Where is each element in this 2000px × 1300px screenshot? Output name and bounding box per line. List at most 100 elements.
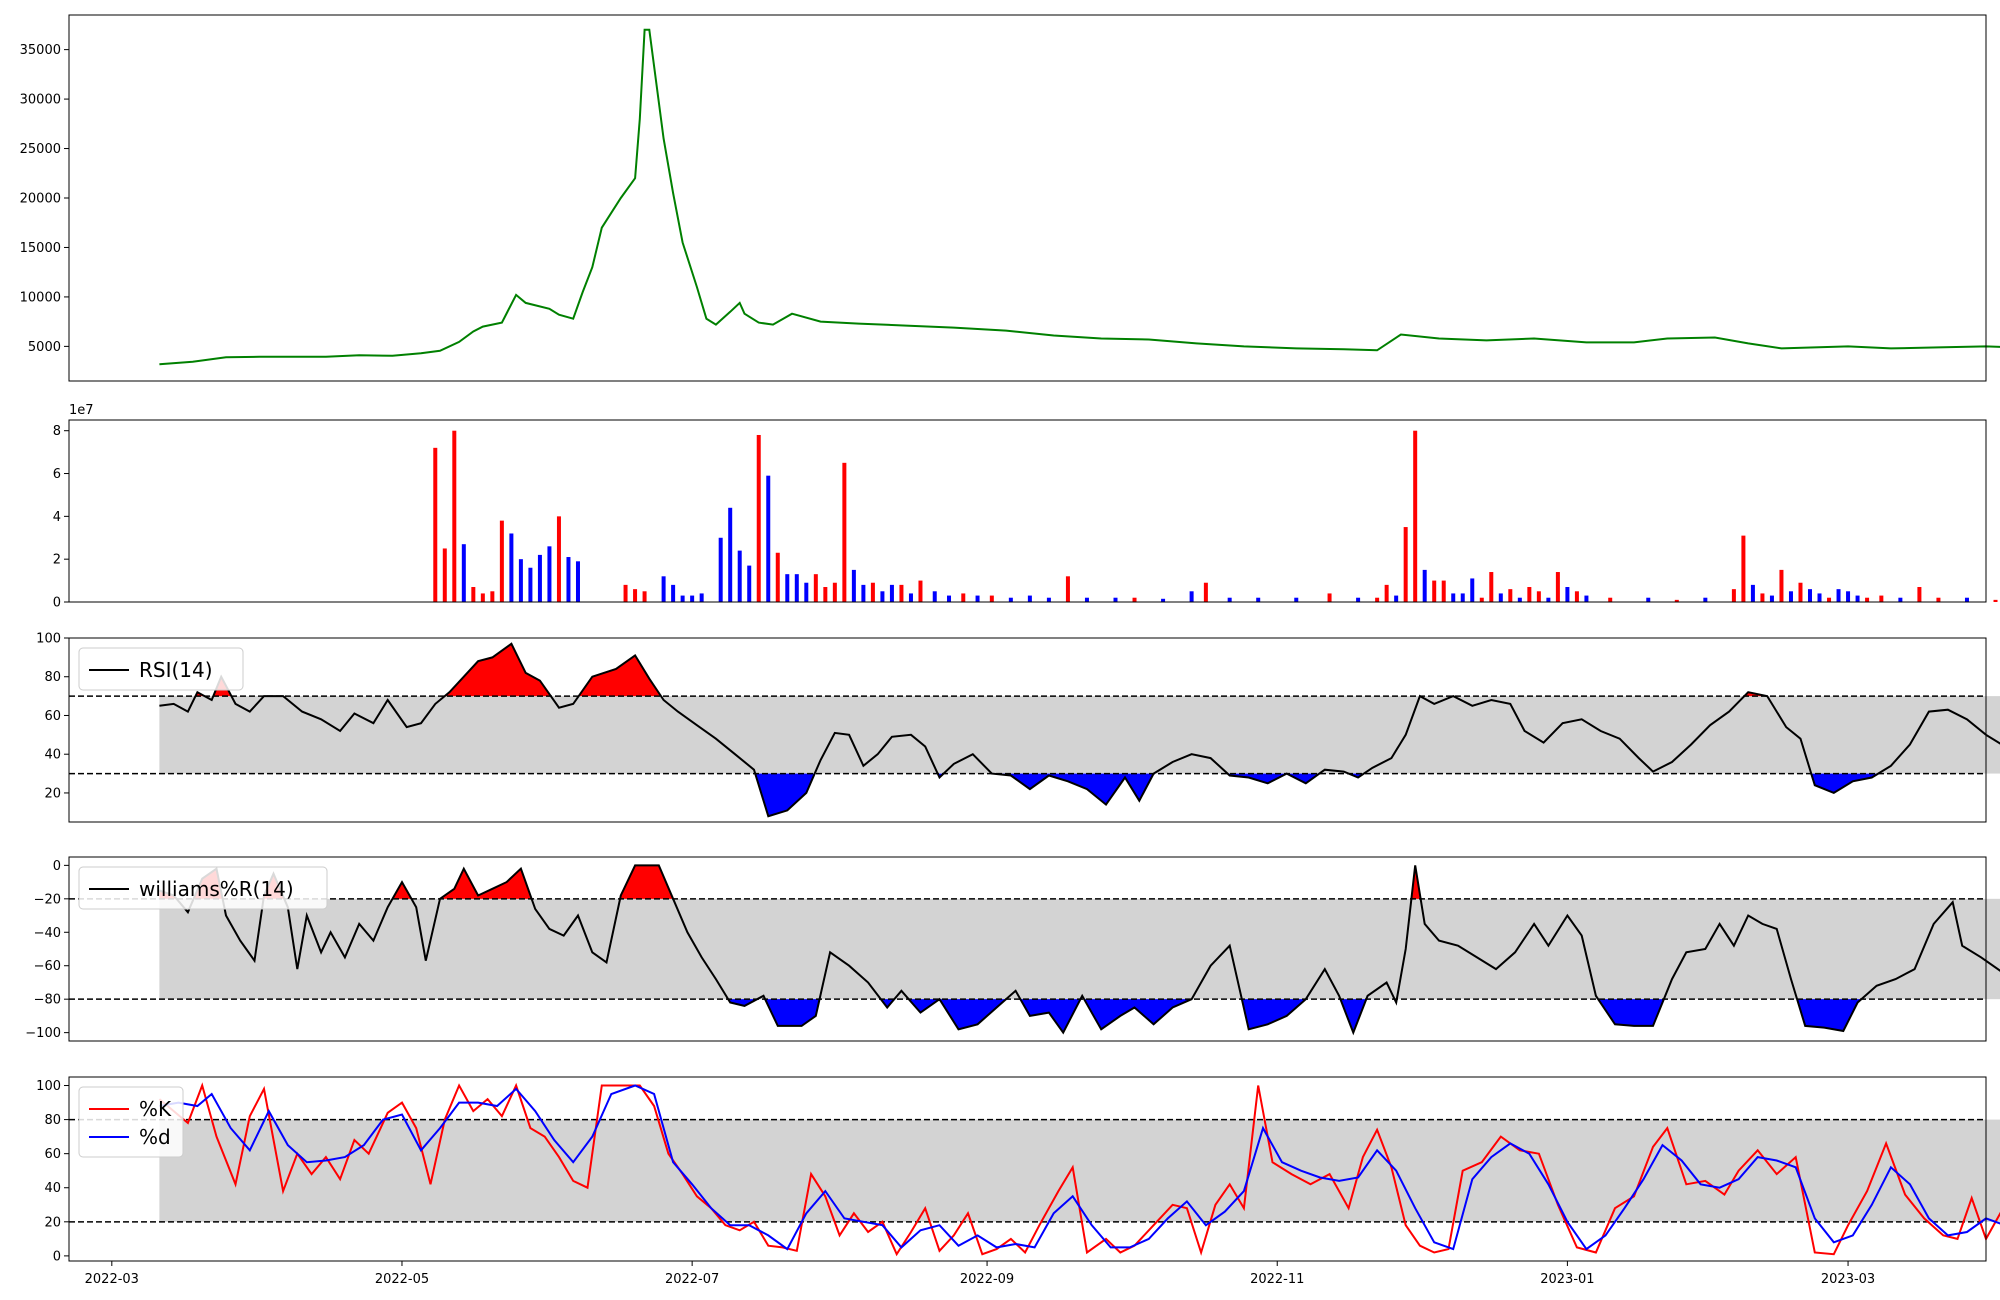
y-tick-label: 20 bbox=[44, 1215, 61, 1230]
volume-bar bbox=[680, 595, 685, 602]
panel-frame-3 bbox=[68, 856, 1987, 1042]
volume-bar bbox=[1403, 527, 1408, 602]
overbought-fill bbox=[620, 865, 674, 899]
volume-bar bbox=[1065, 576, 1070, 602]
volume-bar bbox=[556, 516, 561, 602]
y-tick-label: 0 bbox=[53, 859, 61, 874]
volume-bar bbox=[461, 544, 466, 602]
volume-bar bbox=[499, 520, 504, 602]
overbought-fill bbox=[444, 643, 551, 697]
volume-panel: 1e7 0 2 4 6 8 bbox=[53, 403, 1998, 611]
volume-bar bbox=[1646, 597, 1651, 602]
volume-bar bbox=[1413, 430, 1418, 602]
x-tick-label: 2022-07 bbox=[665, 1272, 719, 1287]
volume-bar bbox=[1203, 582, 1208, 602]
oversold-fill bbox=[991, 773, 1154, 805]
williams-panel: williams%R(14) 0 −20 −40 −60 −80 −100 bbox=[25, 856, 2000, 1042]
rsi-panel: RSI(14) 20 40 60 80 100 bbox=[36, 632, 2000, 823]
oversold-fill bbox=[880, 999, 895, 1008]
volume-bar bbox=[718, 537, 723, 602]
volume-bar bbox=[1898, 597, 1903, 602]
panel-frame-2 bbox=[68, 637, 1987, 823]
y-tick-label: −60 bbox=[34, 959, 61, 974]
volume-bar bbox=[1846, 591, 1851, 602]
volume-bar bbox=[547, 546, 552, 602]
volume-bar bbox=[1608, 597, 1613, 602]
y-tick-label: 80 bbox=[44, 1113, 61, 1128]
y-tick-label: 40 bbox=[44, 748, 61, 763]
volume-bar bbox=[433, 447, 438, 602]
oversold-fill bbox=[1340, 999, 1367, 1033]
volume-bar bbox=[1827, 597, 1832, 602]
y-tick-label: 35000 bbox=[20, 43, 61, 58]
volume-bar bbox=[908, 593, 913, 602]
volume-bar bbox=[1498, 593, 1503, 602]
volume-bar bbox=[1703, 597, 1708, 602]
volume-bar bbox=[1027, 595, 1032, 602]
stoch-k-line bbox=[158, 1082, 2000, 1257]
volume-bar bbox=[1779, 569, 1784, 602]
volume-bar bbox=[1807, 589, 1812, 602]
volume-bar bbox=[1479, 597, 1484, 602]
volume-bar bbox=[1227, 597, 1232, 602]
y-tick-label: 60 bbox=[44, 709, 61, 724]
volume-bar bbox=[870, 582, 875, 602]
volume-bar bbox=[918, 580, 923, 602]
oversold-fill bbox=[765, 999, 820, 1026]
volume-bar bbox=[575, 561, 580, 602]
volume-bar bbox=[947, 595, 952, 602]
x-tick-label: 2023-03 bbox=[1821, 1272, 1875, 1287]
y-tick-label: 20000 bbox=[20, 192, 61, 207]
x-tick-label: 2022-03 bbox=[85, 1272, 139, 1287]
volume-bar bbox=[794, 574, 799, 602]
volume-bar bbox=[756, 434, 761, 602]
volume-bar bbox=[1565, 587, 1570, 602]
x-tick-label: 2023-01 bbox=[1540, 1272, 1594, 1287]
volume-bar bbox=[1584, 595, 1589, 602]
volume-bar bbox=[1046, 597, 1051, 602]
volume-bar bbox=[1760, 593, 1765, 602]
volume-bar bbox=[804, 582, 809, 602]
williams-line bbox=[159, 864, 2000, 1036]
volume-bar bbox=[889, 584, 894, 602]
y-tick-label: 100 bbox=[36, 632, 61, 647]
y-tick-label: 100 bbox=[36, 1079, 61, 1094]
volume-bar bbox=[1798, 582, 1803, 602]
volume-bar bbox=[1375, 597, 1380, 602]
volume-bar bbox=[1555, 572, 1560, 602]
panel-frame-1 bbox=[68, 419, 1987, 603]
volume-bar bbox=[471, 587, 476, 602]
volume-bar bbox=[1993, 599, 1998, 602]
y-tick-label: 80 bbox=[44, 670, 61, 685]
volume-bar bbox=[1441, 580, 1446, 602]
stochastic-panel: %K %d 2022-03 2022-05 2022-07 2022-09 2022-11 2… bbox=[36, 1076, 2000, 1287]
volume-bar bbox=[1674, 599, 1679, 602]
y-tick-label: 5000 bbox=[28, 340, 61, 355]
volume-bar bbox=[1546, 597, 1551, 602]
oversold-fill bbox=[755, 773, 815, 817]
legend-label: williams%R(14) bbox=[139, 877, 294, 901]
volume-bar bbox=[1731, 589, 1736, 602]
volume-bar bbox=[1327, 593, 1332, 602]
oversold-fill bbox=[1241, 999, 1306, 1030]
volume-bar bbox=[690, 595, 695, 602]
volume-bar bbox=[775, 552, 780, 602]
volume-bar bbox=[1536, 591, 1541, 602]
y-tick-label: 30000 bbox=[20, 93, 61, 108]
oversold-fill bbox=[1020, 999, 1081, 1033]
overbought-fill bbox=[440, 868, 532, 899]
volume-bar bbox=[747, 565, 752, 602]
y-tick-label: 60 bbox=[44, 1147, 61, 1162]
volume-bar bbox=[823, 587, 828, 602]
volume-bar bbox=[1384, 584, 1389, 602]
legend-label: RSI(14) bbox=[139, 658, 213, 682]
volume-bar bbox=[528, 567, 533, 602]
panel-frame-0 bbox=[68, 14, 1987, 382]
panel-frame-4 bbox=[68, 1076, 1987, 1262]
volume-bar bbox=[1422, 569, 1427, 602]
volume-bar bbox=[490, 591, 495, 602]
oversold-fill bbox=[728, 999, 758, 1006]
volume-bar bbox=[1750, 584, 1755, 602]
legend-label: %d bbox=[139, 1125, 171, 1149]
